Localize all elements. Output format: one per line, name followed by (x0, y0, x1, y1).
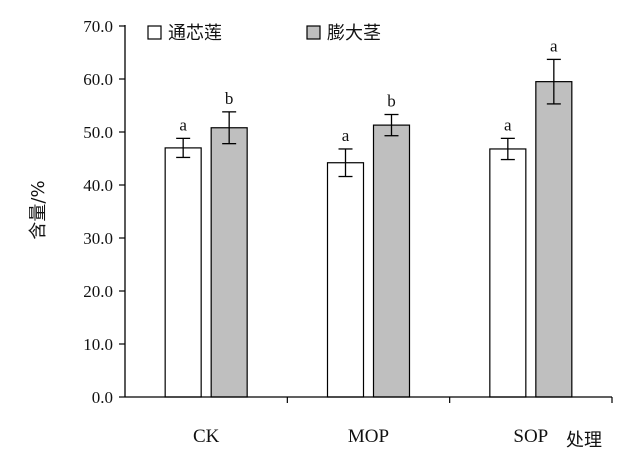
y-tick-label: 0.0 (92, 388, 113, 407)
bar-tongxinlian-mop (326, 162, 365, 398)
bar-pengdajing-ck (210, 127, 248, 398)
y-tick-label: 60.0 (83, 70, 113, 89)
significance-letter: a (504, 115, 512, 134)
x-category-label: CK (193, 426, 220, 447)
significance-letter: a (342, 126, 350, 145)
y-tick-label: 30.0 (83, 229, 113, 248)
legend-label-tongxinlian: 通芯莲 (168, 23, 222, 44)
y-tick-label: 40.0 (83, 176, 113, 195)
bar-tongxinlian-ck (164, 147, 202, 398)
legend: 通芯莲 膨大茎 (147, 23, 381, 44)
x-category-label: SOP (513, 426, 548, 447)
significance-letter: b (387, 92, 396, 111)
legend-swatch-pengdajing (306, 25, 321, 40)
y-tick-label: 70.0 (83, 17, 113, 36)
legend-label-pengdajing: 膨大茎 (327, 23, 381, 44)
y-axis-title: 含量/% (28, 180, 49, 239)
legend-swatch-tongxinlian (147, 25, 162, 40)
significance-letter: a (179, 115, 187, 134)
significance-letter: a (550, 36, 558, 55)
bar-tongxinlian-sop (489, 148, 527, 398)
y-tick-label: 50.0 (83, 123, 113, 142)
labels-layer: a a a b b a (179, 36, 558, 145)
bar-pengdajing-sop (535, 81, 573, 398)
y-tick-label: 10.0 (83, 335, 113, 354)
axes-layer: 0.0 10.0 20.0 30.0 40.0 50.0 60.0 70.0 CK MOP SOP 处… (28, 17, 613, 451)
significance-letter: b (225, 89, 234, 108)
bar-pengdajing-mop (372, 124, 411, 398)
y-tick-label: 20.0 (83, 282, 113, 301)
x-category-label: MOP (348, 426, 389, 447)
x-axis-title: 处理 (566, 430, 602, 451)
error-bars-layer (176, 58, 561, 178)
